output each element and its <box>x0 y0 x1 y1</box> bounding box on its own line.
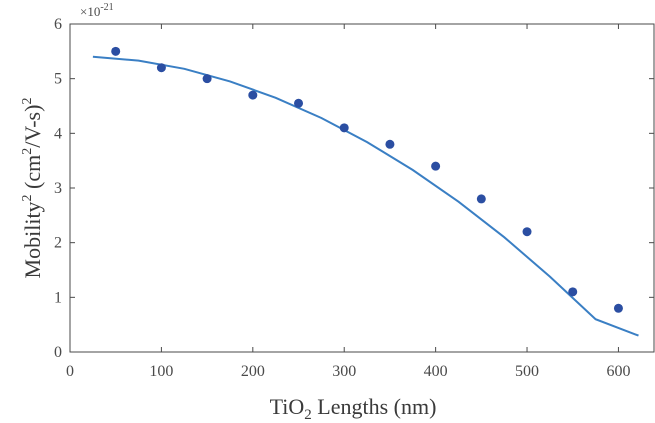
fit-curve <box>92 55 639 337</box>
x-tick-label: 100 <box>149 363 173 380</box>
data-point <box>385 139 395 149</box>
y-tick-label: 1 <box>54 289 62 306</box>
data-point <box>568 287 578 297</box>
x-tick-label: 300 <box>332 363 356 380</box>
x-tick-label: 600 <box>606 363 630 380</box>
data-point <box>431 161 441 171</box>
plot-frame <box>69 23 655 353</box>
data-point <box>339 123 349 133</box>
data-points <box>111 46 623 313</box>
y-tick-label: 2 <box>54 235 62 252</box>
x-tick-label: 400 <box>424 363 448 380</box>
axes-frame <box>69 23 655 353</box>
y-tick-label: 4 <box>54 125 62 142</box>
y-axis-label: Mobility2 (cm2/V-s)2 <box>20 98 45 279</box>
data-point <box>294 98 304 108</box>
data-point <box>156 63 166 73</box>
data-point <box>476 194 486 204</box>
y-tick-label: 6 <box>54 16 62 33</box>
y-tick-label: 5 <box>54 71 62 88</box>
x-tick-label: 200 <box>241 363 265 380</box>
x-tick-label: 0 <box>66 363 74 380</box>
y-tick-label: 3 <box>54 180 62 197</box>
y-axis-ticks: 0 1 2 3 4 5 6 <box>54 16 654 361</box>
y-multiplier: ×10-21 <box>80 2 114 19</box>
data-point <box>111 46 121 56</box>
data-point <box>248 90 258 100</box>
x-axis-label: TiO2 Lengths (nm) <box>270 394 437 423</box>
x-tick-label: 500 <box>515 363 539 380</box>
data-point <box>613 303 623 313</box>
data-point <box>202 74 212 84</box>
data-point <box>522 227 532 237</box>
y-tick-label: 0 <box>54 344 62 361</box>
x-axis-ticks: 0 100 200 300 400 500 600 <box>66 24 630 380</box>
fit-line <box>92 55 639 337</box>
